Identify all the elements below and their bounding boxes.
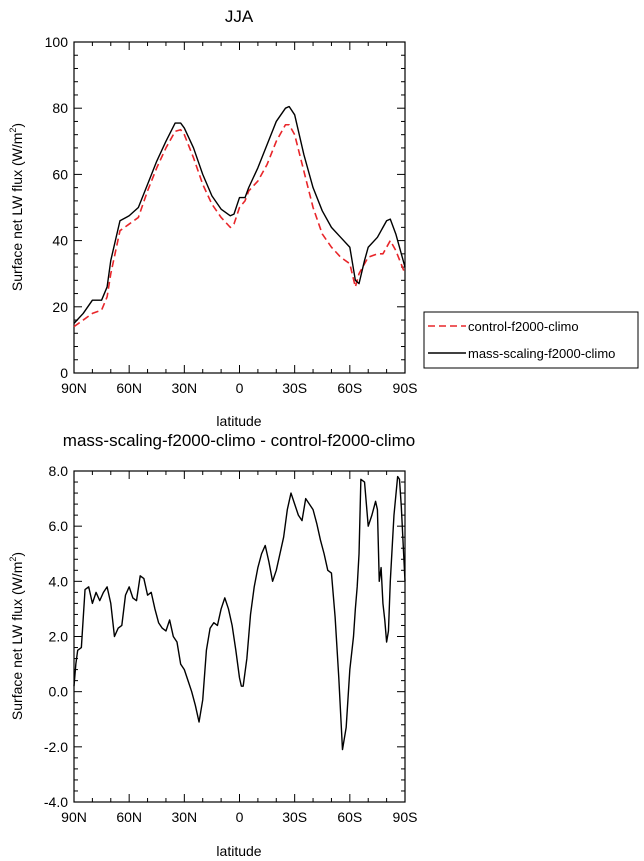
y-axis-label-superscript: 2: [8, 128, 18, 133]
x-tick-label: 90N: [61, 809, 87, 825]
x-tick-label: 90S: [393, 380, 418, 396]
x-tick-label: 60N: [116, 809, 142, 825]
axis-ticks-top: 90N 60N 30N 0 30S 60S 90S 0 20 40 60 80 100: [45, 34, 418, 396]
chart-title-top: JJA: [225, 7, 254, 26]
x-tick-label: 30N: [171, 380, 197, 396]
y-axis-label-text: Surface net LW flux (W/m: [9, 562, 25, 720]
x-tick-label: 0: [236, 380, 244, 396]
x-tick-label: 30S: [282, 380, 307, 396]
y-tick-label: 40: [52, 233, 68, 249]
y-axis-label-superscript: 2: [8, 557, 18, 562]
x-tick-label: 0: [236, 809, 244, 825]
series-group-bottom: [73, 475, 406, 751]
panel-top: JJA 90N 60N 30N 0 30S 60S 90S 0 20 40 60 80 100 lati…: [8, 7, 639, 429]
x-tick-label: 60N: [116, 380, 142, 396]
y-axis-label-close: ): [9, 123, 25, 128]
y-tick-label: 4.0: [49, 573, 69, 589]
y-tick-label: 0.0: [49, 684, 69, 700]
y-tick-label: 0: [60, 365, 68, 381]
series-line: [73, 475, 406, 751]
y-tick-label: 2.0: [49, 629, 69, 645]
panel-bottom: mass-scaling-f2000-climo - control-f2000…: [8, 431, 417, 859]
x-tick-label: 90S: [393, 809, 418, 825]
y-tick-label: -2.0: [44, 739, 68, 755]
y-axis-label-text: Surface net LW flux (W/m: [9, 133, 25, 291]
legend: control-f2000-climo mass-scaling-f2000-c…: [423, 311, 639, 369]
y-axis-label-top: Surface net LW flux (W/m2): [8, 123, 25, 291]
y-tick-label: 80: [52, 100, 68, 116]
legend-label-mass-scaling: mass-scaling-f2000-climo: [468, 346, 615, 361]
y-tick-label: 8.0: [49, 463, 69, 479]
y-axis-label-close: ): [9, 552, 25, 557]
x-axis-label-top: latitude: [216, 413, 261, 429]
x-tick-label: 30S: [282, 809, 307, 825]
legend-label-control: control-f2000-climo: [468, 319, 579, 334]
y-tick-label: 20: [52, 299, 68, 315]
x-tick-label: 90N: [61, 380, 87, 396]
axis-ticks-bottom: 90N 60N 30N 0 30S 60S 90S -4.0 -2.0 0.0 2.0 4.0 6.0 8…: [44, 463, 418, 825]
series-group-top: [73, 105, 406, 328]
series-line: [73, 123, 406, 328]
plot-frame-bottom: [73, 470, 406, 803]
chart-title-bottom: mass-scaling-f2000-climo - control-f2000…: [63, 431, 415, 450]
x-tick-label: 30N: [171, 809, 197, 825]
x-axis-label-bottom: latitude: [216, 843, 261, 859]
y-tick-label: 60: [52, 166, 68, 182]
y-tick-label: 6.0: [49, 518, 69, 534]
y-tick-label: 100: [45, 34, 69, 50]
y-tick-label: -4.0: [44, 794, 68, 810]
x-tick-label: 60S: [337, 809, 362, 825]
series-line: [73, 105, 406, 324]
legend-box: [423, 311, 639, 369]
x-tick-label: 60S: [337, 380, 362, 396]
y-axis-label-bottom: Surface net LW flux (W/m2): [8, 552, 25, 720]
